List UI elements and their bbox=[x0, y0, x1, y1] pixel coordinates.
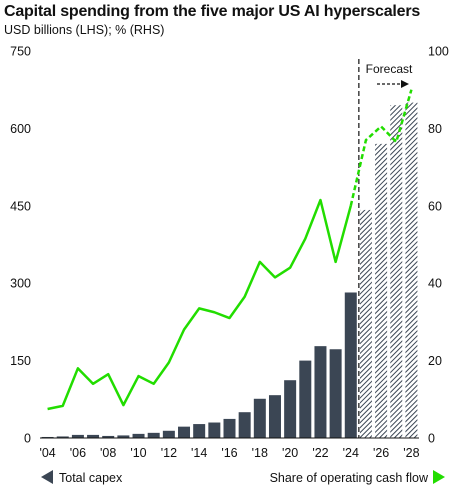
capex-bar-2020 bbox=[284, 380, 297, 438]
legend: Total capex Share of operating cash flow bbox=[41, 470, 445, 485]
capex-bar-2015 bbox=[208, 422, 221, 438]
x-tick-2016: '16 bbox=[221, 446, 237, 460]
capex-bar-2019 bbox=[268, 395, 281, 438]
x-tick-2018: '18 bbox=[252, 446, 268, 460]
x-tick-2012: '12 bbox=[161, 446, 177, 460]
x-tick-2026: '26 bbox=[373, 446, 389, 460]
capex-bar-2010 bbox=[132, 433, 145, 438]
capex-bar-2013 bbox=[178, 426, 191, 438]
x-tick-2020: '20 bbox=[282, 446, 298, 460]
y-left-tick-150: 150 bbox=[10, 354, 31, 368]
capex-bar-2006 bbox=[71, 434, 84, 438]
axes: Forecast 0 150 300 450 600 750 0 20 40 60 80 100 '04 '… bbox=[10, 45, 449, 461]
share-line bbox=[47, 89, 413, 411]
legend-share-marker bbox=[433, 470, 445, 484]
x-tick-2028: '28 bbox=[403, 446, 419, 460]
x-tick-2004: '04 bbox=[39, 446, 55, 460]
capex-bar-2028 bbox=[405, 102, 418, 438]
x-tick-2008: '08 bbox=[100, 446, 116, 460]
capex-bar-2023 bbox=[329, 349, 342, 438]
y-right-tick-100: 100 bbox=[428, 45, 449, 59]
capex-bar-2025 bbox=[359, 209, 372, 438]
capex-bar-2026 bbox=[375, 143, 388, 438]
y-right-tick-20: 20 bbox=[428, 354, 442, 368]
forecast-label: Forecast bbox=[366, 62, 413, 76]
chart-subtitle: USD billions (LHS); % (RHS) bbox=[4, 23, 165, 37]
capex-bar-2018 bbox=[253, 398, 266, 438]
chart-title: Capital spending from the five major US … bbox=[4, 3, 421, 20]
x-tick-2010: '10 bbox=[130, 446, 146, 460]
y-left-tick-600: 600 bbox=[10, 122, 31, 136]
capex-bar-2007 bbox=[87, 434, 100, 438]
x-tick-2014: '14 bbox=[191, 446, 207, 460]
legend-capex-label: Total capex bbox=[59, 471, 123, 485]
capex-bar-2024 bbox=[344, 292, 357, 438]
capex-bar-2012 bbox=[162, 430, 175, 438]
capex-bar-2008 bbox=[102, 435, 115, 438]
capex-bar-2014 bbox=[193, 424, 206, 438]
y-left-tick-450: 450 bbox=[10, 199, 31, 213]
capex-bar-2011 bbox=[147, 432, 160, 438]
capex-bar-2004 bbox=[41, 436, 54, 438]
y-right-tick-80: 80 bbox=[428, 122, 442, 136]
y-left-tick-300: 300 bbox=[10, 277, 31, 291]
y-right-tick-60: 60 bbox=[428, 199, 442, 213]
capex-bar-2016 bbox=[223, 418, 236, 438]
x-tick-2022: '22 bbox=[312, 446, 328, 460]
y-left-tick-0: 0 bbox=[24, 432, 31, 446]
capex-bar-2017 bbox=[238, 412, 251, 438]
forecast-arrow-head bbox=[401, 80, 409, 88]
capex-bar-2009 bbox=[117, 435, 130, 438]
y-left-tick-750: 750 bbox=[10, 45, 31, 59]
capex-bar-2005 bbox=[56, 436, 69, 438]
capex-bars bbox=[41, 102, 418, 439]
y-right-tick-0: 0 bbox=[428, 432, 435, 446]
capex-bar-2022 bbox=[314, 346, 327, 438]
y-right-tick-40: 40 bbox=[428, 277, 442, 291]
capex-bar-2021 bbox=[299, 360, 312, 438]
legend-capex-marker bbox=[41, 470, 53, 484]
x-tick-2006: '06 bbox=[70, 446, 86, 460]
legend-share-label: Share of operating cash flow bbox=[270, 471, 429, 485]
x-tick-2024: '24 bbox=[343, 446, 359, 460]
capex-bar-2027 bbox=[390, 105, 403, 439]
